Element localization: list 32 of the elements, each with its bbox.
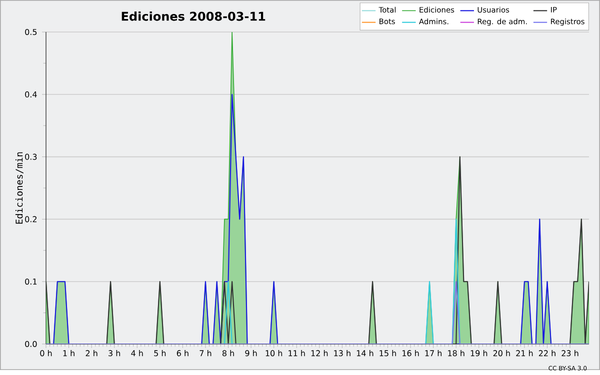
x-tick-label: 21 h <box>516 350 533 356</box>
x-tick-label: 4 h <box>131 350 143 356</box>
x-tick-label: 5 h <box>154 350 166 356</box>
y-tick-label: 0.3 <box>25 154 37 160</box>
x-tick-label: 17 h <box>425 350 442 356</box>
x-tick-label: 3 h <box>108 350 120 356</box>
x-tick-label: 1 h <box>63 350 74 356</box>
y-tick-label: 0.1 <box>25 278 37 285</box>
x-tick-label: 0 h <box>40 350 52 356</box>
y-tick-label: 0.4 <box>25 91 37 98</box>
x-tick-label: 2 h <box>86 350 98 356</box>
y-tick-label: 0.2 <box>25 216 36 222</box>
x-tick-label: 13 h <box>334 350 350 356</box>
x-tick-label: 19 h <box>470 350 488 356</box>
x-tick-label: 12 h <box>311 350 328 356</box>
y-tick-label: 0.5 <box>25 29 37 36</box>
y-tick-label: 0.0 <box>25 341 37 348</box>
x-tick-label: 15 h <box>380 350 396 356</box>
y-axis-title: Ediciones/min <box>15 152 24 224</box>
x-tick-label: 10 h <box>266 350 282 356</box>
x-tick-label: 7 h <box>200 350 212 356</box>
x-tick-label: 22 h <box>538 350 556 356</box>
x-tick-label: 11 h <box>288 350 305 356</box>
x-tick-label: 23 h <box>562 350 578 356</box>
x-tick-label: 18 h <box>448 350 464 356</box>
x-tick-label: 8 h <box>222 350 234 356</box>
x-tick-label: 9 h <box>245 350 257 356</box>
chart-title: Ediciones 2008-03-11 <box>122 12 266 21</box>
x-tick-label: 16 h <box>402 350 419 356</box>
x-tick-label: 20 h <box>493 350 510 356</box>
x-tick-label: 6 h <box>176 350 188 356</box>
x-tick-label: 14 h <box>356 350 374 356</box>
